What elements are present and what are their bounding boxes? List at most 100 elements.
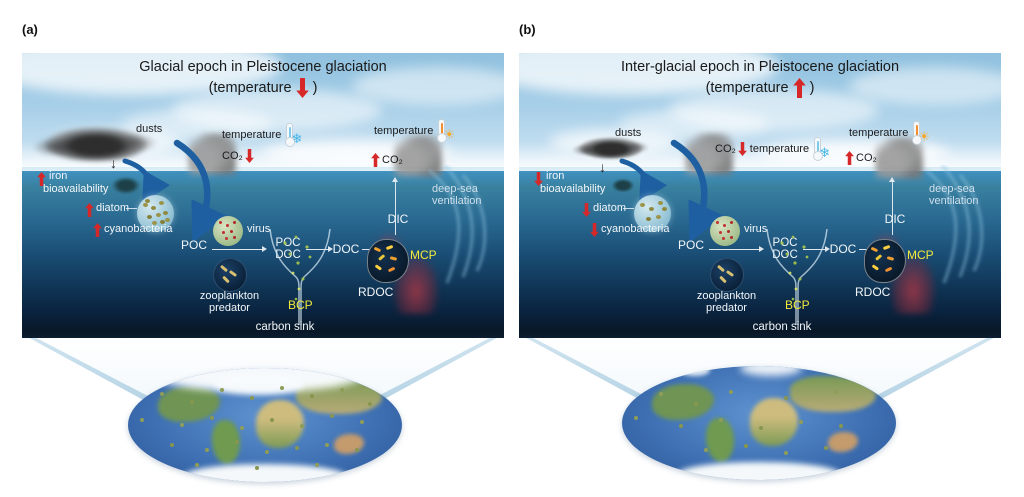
virus-particles [716, 221, 719, 224]
continent [334, 434, 364, 454]
dic-label: DIC [387, 212, 409, 226]
underwater-dust-blob [611, 178, 635, 193]
carbon-sink-label: carbon sink [255, 321, 315, 333]
doc-label: DOC [332, 242, 360, 256]
sky-mid-labels: temperature ❄ CO₂ [715, 137, 885, 161]
temperature-label: temperature [222, 129, 282, 141]
sky-right-temperature: temperature ☀ [849, 121, 930, 145]
poc-label: POC [677, 238, 704, 252]
doc-flow-arrow [306, 245, 333, 254]
zooplankton-circle [710, 258, 744, 292]
doc-label: DOC [829, 242, 857, 256]
bioavailability-label: bioavailability [43, 183, 109, 195]
bcp-funnel [766, 229, 828, 325]
phytoplankton-circle [137, 195, 174, 232]
dust-cloud-group: dusts ↓ [541, 119, 691, 179]
subtitle-temp-open: (temperature [705, 80, 789, 96]
north-ice-sheet [680, 366, 710, 376]
dusts-label: dusts [615, 127, 642, 139]
panel-a-subtitle: (temperature ) [22, 78, 504, 98]
dust-fall-arrow-icon: ↓ [599, 159, 606, 175]
poc-doc-label: POC DOC [275, 237, 301, 261]
dusts-label: dusts [136, 123, 163, 135]
label-line [126, 208, 137, 209]
dic-upwelling-arrow [888, 177, 897, 235]
sky-mid-labels: temperature ❄ CO₂ [222, 123, 326, 163]
dic-upwelling-arrow [391, 177, 400, 235]
iron-trend-arrow-icon [534, 172, 543, 186]
subtitle-temp-close: ) [809, 80, 815, 96]
temperature-trend-arrow-icon [792, 78, 806, 98]
continent [256, 400, 304, 448]
ventilation-label: ventilation [929, 195, 979, 207]
virus-label: virus [247, 223, 271, 235]
mcp-microbe-bag [864, 239, 906, 283]
poc-flow-arrow [709, 245, 764, 254]
co2-label: CO₂ [382, 154, 403, 166]
bcp-funnel [269, 229, 331, 325]
doc-flow-arrow [803, 245, 830, 254]
underwater-dust-blob [112, 177, 140, 194]
dust-cloud [32, 127, 158, 161]
antarctica-ice [678, 462, 840, 480]
temperature-trend-arrow-icon [295, 78, 309, 98]
panel-b-label: (b) [519, 22, 536, 37]
smoke-cloud [394, 135, 442, 177]
cyanobacteria-trend-arrow-icon [93, 223, 102, 237]
panel-b-title: Inter-glacial epoch in Pleistocene glaci… [620, 59, 900, 75]
virus-label: virus [744, 223, 768, 235]
diatom-trend-arrow-icon [85, 203, 94, 217]
dust-deposition-dots [634, 416, 638, 420]
north-ice-sheet [740, 366, 802, 376]
world-map-glacial [128, 368, 402, 482]
co2-trend-arrow-icon [737, 142, 747, 156]
panel-a-scene: Glacial epoch in Pleistocene glaciation … [22, 53, 504, 338]
panel-a-label: (a) [22, 22, 38, 37]
label-line [623, 208, 634, 209]
bcp-label: BCP [288, 298, 313, 312]
diatom-cells [640, 203, 645, 207]
continent [212, 420, 240, 464]
diatom-label: diatom [96, 202, 130, 214]
zooplankton-label: zooplankton [199, 290, 260, 302]
deep-sea-label: deep-sea [432, 183, 478, 195]
antarctica-ice [184, 464, 346, 482]
temperature-label: temperature [374, 125, 434, 137]
dust-cloud-group: dusts ↓ [32, 119, 194, 179]
co2-label: CO₂ [856, 152, 877, 164]
mcp-microbe-bag [367, 239, 409, 283]
dic-label: DIC [884, 212, 906, 226]
panel-a-title: Glacial epoch in Pleistocene glaciation [139, 59, 387, 75]
iron-trend-arrow-icon [37, 172, 46, 186]
predator-label: predator [209, 302, 250, 314]
smoke-cloud [685, 133, 733, 175]
cyanobacteria-label: cyanobacteria [601, 223, 670, 235]
ventilation-label: ventilation [432, 195, 482, 207]
north-ice-sheet [214, 374, 304, 394]
cyanobacteria-trend-arrow-icon [590, 223, 599, 237]
co2-trend-arrow-icon [371, 153, 380, 167]
mcp-label: MCP [907, 248, 934, 262]
predator-label: predator [706, 302, 747, 314]
dust-input-arrows [619, 139, 724, 243]
diatom-trend-arrow-icon [582, 203, 591, 217]
rdoc-label: RDOC [855, 285, 891, 299]
thermometer-snowflake-icon: ❄ [812, 137, 830, 161]
bioavailability-label: bioavailability [540, 183, 606, 195]
diatom-label: diatom [593, 202, 627, 214]
cyanobacteria-label: cyanobacteria [104, 223, 173, 235]
mcp-label: MCP [410, 248, 437, 262]
deep-sea-ventilation-swirl [925, 165, 984, 284]
co2-outgassing: CO₂ [845, 151, 877, 165]
temperature-label: temperature [749, 143, 810, 155]
virus-circle [710, 216, 740, 246]
rdoc-label: RDOC [358, 285, 394, 299]
virus-particles [219, 221, 222, 224]
subtitle-temp-close: ) [312, 80, 318, 96]
zooplankton-label: zooplankton [696, 290, 757, 302]
carbon-sink-label: carbon sink [752, 321, 812, 333]
continent [750, 398, 798, 446]
iron-label: iron [546, 170, 565, 182]
thermometer-sun-icon: ☀ [436, 119, 455, 143]
virus-circle [213, 216, 243, 246]
